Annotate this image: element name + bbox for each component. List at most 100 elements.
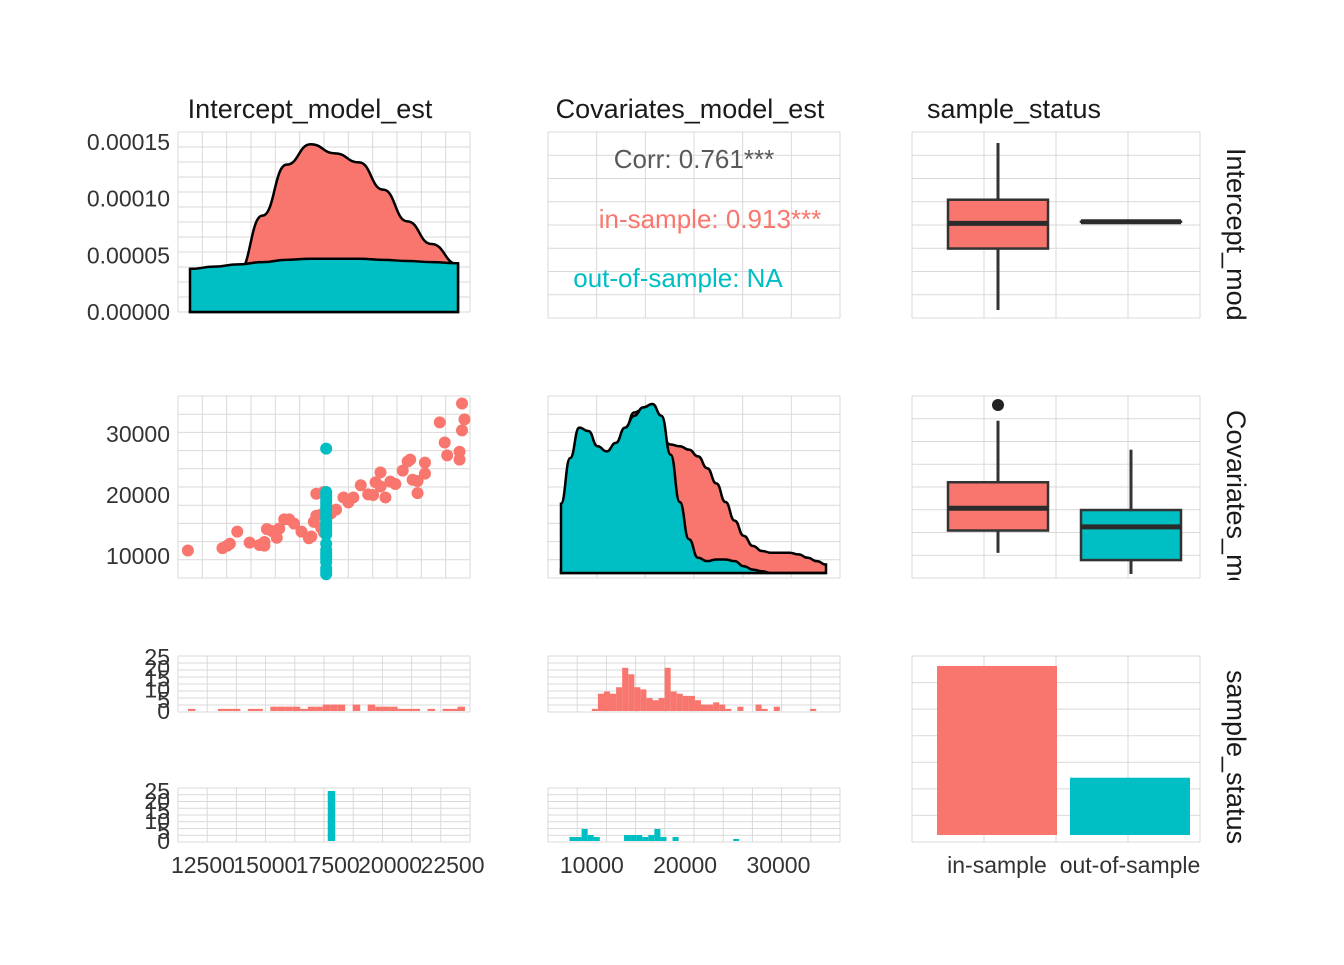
scatter-point-in-sample — [439, 437, 451, 449]
hist-bar — [598, 694, 604, 711]
hist-bar — [648, 835, 654, 841]
scatter-point-in-sample — [419, 457, 431, 469]
scatter-point-in-sample — [182, 545, 194, 557]
hist-bar — [383, 707, 390, 711]
hist-bar — [642, 837, 648, 841]
correlation-label: in-sample: 0.913*** — [599, 204, 822, 234]
hist-bar — [689, 696, 695, 711]
row-header-status: sample_status — [1221, 670, 1251, 844]
y-tick-label: 0 — [157, 698, 170, 724]
hist-bar — [398, 709, 405, 711]
scatter-point-in-sample — [347, 491, 359, 503]
y-tick-label: 20000 — [106, 482, 170, 508]
hist-bar — [353, 705, 360, 711]
hist-bar — [719, 705, 725, 711]
hist-bar — [624, 835, 630, 841]
y-tick-label: 0.00005 — [87, 242, 170, 268]
hist-bar — [695, 700, 701, 711]
hist-bar — [188, 709, 195, 711]
hist-bar — [701, 705, 707, 711]
y-tick-label: 10000 — [106, 543, 170, 569]
scatter-point-in-sample — [389, 478, 401, 490]
hist-bar — [450, 709, 457, 711]
correlation-label: Corr: 0.761*** — [614, 144, 774, 174]
column-header-intercept: Intercept_model_est — [188, 94, 433, 124]
hist-bar — [756, 705, 762, 711]
hist-bar — [630, 835, 636, 841]
scatter-point-in-sample — [404, 454, 416, 466]
hist-bar — [665, 668, 671, 711]
hist-bar — [592, 709, 598, 711]
hist-bar — [652, 700, 658, 711]
hist-bar — [328, 791, 335, 841]
y-tick-label: 0.00000 — [87, 299, 170, 325]
hist-bar — [636, 835, 642, 841]
hist-bar — [733, 839, 739, 841]
hist-bar — [616, 687, 622, 711]
hist-bar — [713, 702, 719, 711]
scatter-point-in-sample — [224, 538, 236, 550]
hist-bar — [375, 707, 382, 711]
correlation-label: out-of-sample: NA — [573, 263, 783, 293]
hist-bar — [610, 694, 616, 711]
box-outlier — [992, 399, 1004, 411]
hist-bar — [634, 687, 640, 711]
hist-bar — [707, 705, 713, 711]
hist-bar — [218, 709, 225, 711]
x-tick-label: 22500 — [421, 852, 485, 878]
hist-bar — [233, 709, 240, 711]
hist-bar — [588, 835, 594, 841]
y-tick-label: 0.00015 — [87, 129, 170, 155]
y-tick-label: 30000 — [106, 421, 170, 447]
hist-bar — [443, 709, 450, 711]
hist-bar — [810, 709, 816, 711]
hist-bar — [640, 689, 646, 711]
hist-bar — [315, 707, 322, 711]
hist-bar — [659, 698, 665, 711]
y-tick-label: 0.00010 — [87, 186, 170, 212]
status-bar-in-sample — [937, 666, 1057, 835]
hist-bar — [673, 837, 679, 841]
hist-bar — [576, 837, 582, 841]
x-tick-label: 15000 — [233, 852, 297, 878]
x-tick-label: 20000 — [358, 852, 422, 878]
x-tick-label: 12500 — [171, 852, 235, 878]
scatter-point-in-sample — [434, 416, 446, 428]
hist-bar — [270, 707, 277, 711]
scatter-point-in-sample — [458, 413, 470, 425]
hist-bar — [255, 709, 262, 711]
hist-bar — [338, 705, 345, 711]
scatter-point-in-sample — [456, 424, 468, 436]
scatter-point-in-sample — [258, 540, 270, 552]
box-out-of-sample — [1081, 510, 1181, 560]
hist-bar — [278, 707, 285, 711]
status-bar-out-of-sample — [1070, 778, 1190, 835]
hist-bar — [582, 829, 588, 841]
hist-bar — [604, 692, 610, 711]
scatter-point-in-sample — [454, 454, 466, 466]
scatter-point-in-sample — [441, 449, 453, 461]
hist-bar — [248, 709, 255, 711]
hist-bar — [330, 705, 337, 711]
scatter-point-in-sample — [412, 487, 424, 499]
column-header-covariates: Covariates_model_est — [556, 94, 825, 124]
hist-bar — [458, 707, 465, 711]
hist-bar — [646, 698, 652, 711]
hist-bar — [628, 674, 634, 711]
hist-bar — [774, 707, 780, 711]
hist-bar — [428, 709, 435, 711]
x-tick-label: 20000 — [653, 852, 717, 878]
hist-bar — [368, 705, 375, 711]
density-area-out-of-sample — [190, 259, 458, 312]
hist-bar — [569, 837, 575, 841]
hist-bar — [308, 707, 315, 711]
hist-bar — [660, 837, 666, 841]
scatter-point-out-of-sample — [320, 443, 332, 455]
hist-bar — [683, 696, 689, 711]
hist-bar — [413, 709, 420, 711]
scatter-point-in-sample — [379, 491, 391, 503]
x-tick-label: out-of-sample — [1060, 852, 1201, 878]
x-tick-label: 10000 — [560, 852, 624, 878]
